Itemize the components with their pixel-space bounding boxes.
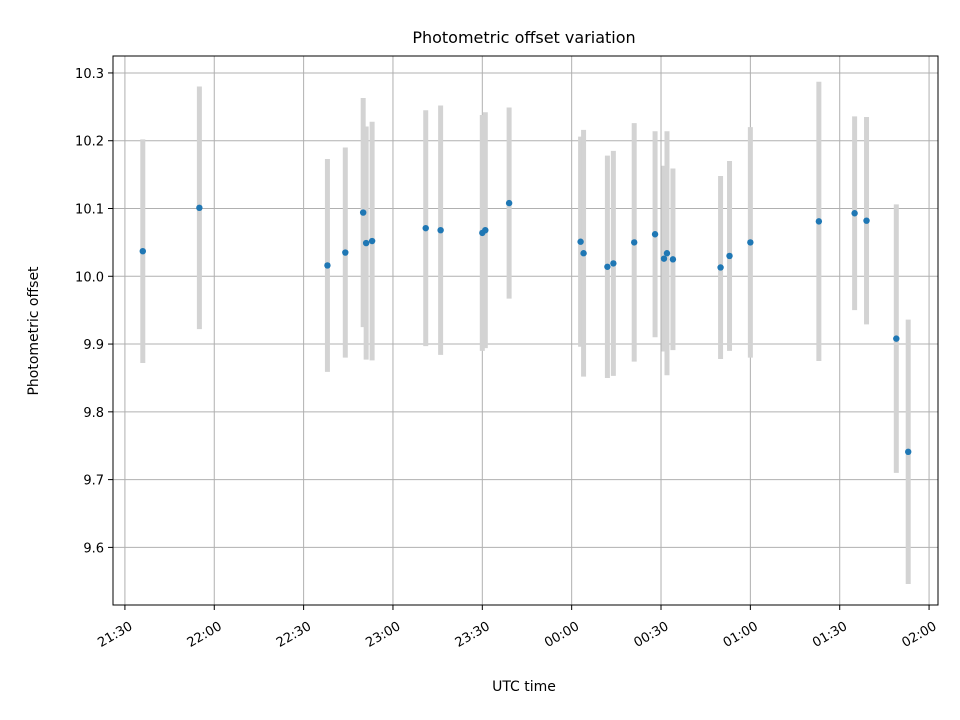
data-point (342, 249, 349, 256)
data-point (139, 248, 146, 255)
data-point (631, 239, 638, 246)
data-point (610, 260, 617, 267)
data-point (437, 226, 444, 234)
x-tick-label: 22:30 (274, 619, 314, 651)
data-point (359, 209, 367, 216)
x-tick-label: 21:30 (95, 619, 135, 651)
data-point (651, 231, 659, 238)
y-axis-label: Photometric offset (26, 266, 42, 396)
y-axis-ticks: 9.6 9.7 9.8 9.9 10.0 10.1 10.2 10.3 (75, 67, 113, 556)
data-point (726, 252, 733, 260)
chart-title: Photometric offset variation (412, 28, 635, 47)
x-axis-label: UTC time (492, 679, 556, 695)
data-point (717, 264, 724, 271)
x-tick-label: 23:30 (453, 619, 493, 651)
y-tick-label: 9.9 (83, 338, 104, 353)
data-point (505, 199, 513, 207)
y-tick-label: 10.2 (75, 135, 104, 150)
data-point (663, 250, 671, 257)
data-point (604, 263, 611, 270)
data-point (747, 239, 754, 246)
data-point (669, 256, 677, 263)
x-axis-ticks: 21:30 22:00 22:30 23:00 23:30 00:00 00:30 01:00… (95, 605, 939, 651)
y-tick-label: 9.6 (83, 541, 104, 556)
data-point (660, 255, 668, 262)
data-point (482, 226, 489, 234)
plot-frame (112, 55, 939, 606)
data-point (580, 250, 587, 257)
data-point (577, 238, 584, 245)
x-tick-label: 01:30 (810, 619, 850, 651)
x-tick-label: 02:00 (900, 619, 940, 651)
x-tick-label: 23:00 (363, 619, 403, 651)
data-point (905, 448, 912, 456)
y-tick-label: 10.1 (75, 203, 104, 218)
x-tick-label: 22:00 (185, 619, 225, 651)
grid (113, 56, 938, 605)
data-point (362, 239, 370, 247)
y-tick-label: 9.7 (83, 474, 104, 489)
x-tick-label: 00:30 (631, 619, 671, 651)
data-points (139, 199, 912, 456)
data-point (851, 210, 858, 217)
data-point (893, 335, 900, 342)
y-tick-label: 10.0 (75, 270, 104, 285)
y-tick-label: 10.3 (75, 67, 104, 82)
x-tick-label: 00:00 (542, 619, 582, 651)
data-point (368, 237, 376, 245)
data-point (324, 262, 331, 269)
y-tick-label: 9.8 (83, 406, 104, 421)
data-point (815, 218, 823, 225)
data-point (863, 217, 870, 224)
errorbars (140, 81, 911, 584)
data-point (422, 224, 429, 232)
data-point (196, 204, 203, 212)
x-tick-label: 01:00 (721, 619, 761, 651)
